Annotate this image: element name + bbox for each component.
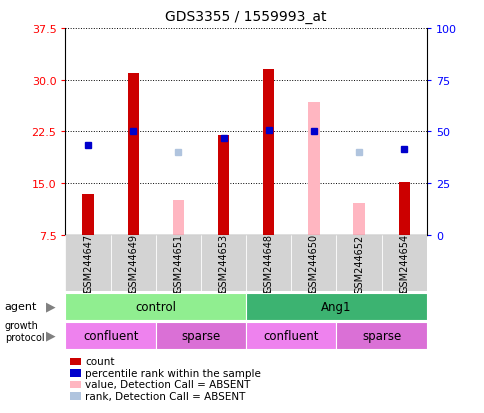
Text: GSM244650: GSM244650 [308, 234, 318, 293]
Bar [336, 322, 426, 349]
Text: value, Detection Call = ABSENT: value, Detection Call = ABSENT [85, 380, 250, 389]
Bar [172, 201, 183, 235]
Text: GSM244649: GSM244649 [128, 234, 138, 293]
Text: GSM244652: GSM244652 [353, 234, 363, 293]
Text: GSM244653: GSM244653 [218, 234, 228, 293]
Bar [308, 102, 319, 235]
Text: ▶: ▶ [46, 300, 56, 313]
Bar [336, 235, 381, 291]
Text: agent: agent [5, 301, 37, 312]
Text: GSM244651: GSM244651 [173, 234, 183, 293]
Text: rank, Detection Call = ABSENT: rank, Detection Call = ABSENT [85, 391, 245, 401]
Text: GSM244648: GSM244648 [263, 234, 273, 293]
Bar [65, 293, 245, 320]
Bar [217, 135, 229, 235]
Bar [398, 183, 409, 235]
Bar [82, 194, 93, 235]
Bar [65, 322, 155, 349]
Text: GSM244654: GSM244654 [398, 234, 408, 293]
Bar [262, 70, 274, 235]
Bar [110, 235, 155, 291]
Text: sparse: sparse [181, 329, 220, 342]
Bar [245, 235, 291, 291]
Text: confluent: confluent [83, 329, 138, 342]
Text: count: count [85, 356, 114, 366]
Title: GDS3355 / 1559993_at: GDS3355 / 1559993_at [165, 10, 326, 24]
Bar [200, 235, 245, 291]
Bar [381, 235, 426, 291]
Text: control: control [135, 300, 176, 313]
Bar [291, 235, 336, 291]
Bar [353, 203, 364, 235]
Text: GSM244647: GSM244647 [83, 234, 93, 293]
Bar [155, 322, 245, 349]
Bar [245, 322, 336, 349]
Text: confluent: confluent [263, 329, 318, 342]
Text: ▶: ▶ [46, 329, 56, 342]
Bar [65, 235, 110, 291]
Text: growth
protocol: growth protocol [5, 320, 45, 342]
Bar [245, 293, 426, 320]
Bar [127, 74, 138, 235]
Text: sparse: sparse [361, 329, 400, 342]
Bar [155, 235, 200, 291]
Text: Ang1: Ang1 [320, 300, 351, 313]
Text: percentile rank within the sample: percentile rank within the sample [85, 368, 260, 378]
